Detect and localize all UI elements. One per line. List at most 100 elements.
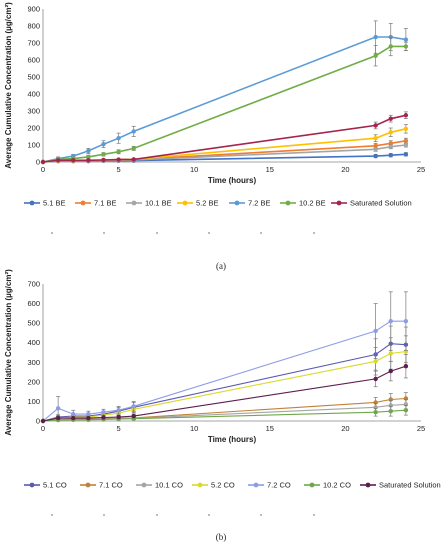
x-tick-label: 20	[341, 424, 349, 433]
data-point	[403, 138, 409, 143]
x-tick-label: 0	[41, 424, 45, 433]
data-point	[373, 53, 378, 58]
y-tick-label: 100	[27, 397, 40, 406]
separator-dot	[156, 232, 158, 234]
data-point	[131, 404, 136, 409]
data-point	[388, 116, 393, 121]
series-7-2-be	[40, 20, 409, 165]
data-point	[403, 142, 409, 148]
y-tick-label: 200	[27, 377, 40, 386]
data-point	[373, 409, 378, 415]
series-saturated-solution	[40, 354, 409, 424]
series-10-2-be	[40, 36, 409, 165]
legend-label: 7.1 CO	[99, 481, 123, 490]
legend-label: 7.1 BE	[94, 199, 117, 208]
separator-dot	[260, 514, 262, 516]
data-point	[403, 318, 409, 324]
data-point	[101, 409, 106, 415]
y-tick-label: 200	[27, 124, 40, 133]
series-line	[42, 45, 406, 163]
data-point	[388, 130, 393, 135]
data-point	[403, 364, 409, 369]
chart-panel-b: 0 100 200 300 400 500 600 700 0 5 10 15 20 25 Time (ho…	[4, 269, 441, 542]
legend-label: Saturated Solution	[350, 199, 412, 208]
separator-dot	[156, 514, 158, 516]
separator-dot	[51, 514, 53, 516]
legend-label: 5.2 CO	[211, 481, 235, 490]
data-point	[116, 136, 121, 141]
series-line	[42, 36, 407, 163]
data-point	[101, 157, 106, 163]
data-point	[373, 328, 378, 334]
data-point	[373, 147, 378, 152]
data-point	[131, 146, 136, 151]
y-axis-label: Average Cumulative Concentration (µg/cm²…	[4, 2, 13, 169]
data-point	[373, 123, 378, 128]
data-point	[403, 44, 409, 49]
x-axis-label: Time (hours)	[208, 176, 257, 185]
data-point	[131, 129, 136, 134]
data-point	[86, 148, 91, 154]
legend-swatch-marker	[253, 482, 259, 488]
data-point	[131, 413, 136, 419]
series-line	[42, 409, 406, 422]
data-point	[388, 144, 393, 149]
data-point	[86, 158, 91, 163]
legend-label: 10.2 BE	[299, 199, 326, 208]
legend-label: 10.1 BE	[145, 199, 172, 208]
data-point	[403, 113, 409, 118]
data-point	[388, 409, 393, 414]
y-tick-label: 700	[27, 39, 40, 48]
series-line	[42, 350, 406, 422]
data-point	[388, 351, 393, 356]
panel-caption: (b)	[216, 532, 227, 542]
y-tick-label: 700	[27, 280, 40, 289]
data-point	[55, 406, 61, 411]
separator-dot	[208, 232, 210, 234]
data-point	[71, 415, 76, 421]
data-point	[71, 411, 76, 417]
x-tick-label: 15	[266, 165, 274, 174]
x-tick-label: 25	[417, 424, 425, 433]
series-5-2-co	[40, 335, 409, 424]
data-point	[40, 159, 46, 165]
series-line	[42, 343, 406, 422]
separator-dot	[51, 232, 53, 234]
legend-swatch-marker	[197, 482, 203, 488]
data-point	[101, 152, 106, 157]
data-point	[373, 34, 378, 40]
series-line	[42, 320, 406, 422]
y-tick-label: 900	[27, 5, 40, 14]
separator-dot	[208, 514, 210, 516]
data-point	[131, 157, 136, 162]
y-tick-label: 0	[36, 158, 40, 167]
series-line	[42, 365, 407, 422]
x-tick-label: 5	[117, 165, 121, 174]
legend-swatch-marker	[336, 200, 342, 206]
data-point	[116, 414, 121, 420]
data-point	[86, 415, 91, 421]
y-tick-label: 0	[36, 417, 40, 426]
legend-swatch-marker	[309, 482, 315, 488]
legend-label: Saturated Solution	[379, 481, 441, 490]
legend-swatch-marker	[182, 200, 188, 206]
y-tick-label: 500	[27, 73, 40, 82]
x-axis-label: Time (hours)	[208, 435, 257, 444]
legend-swatch-marker	[80, 200, 86, 206]
x-tick-label: 15	[266, 424, 274, 433]
legend-swatch-marker	[365, 482, 371, 488]
data-point	[101, 141, 106, 147]
legend-swatch-marker	[29, 482, 35, 488]
panel-caption: (a)	[216, 261, 226, 271]
series-saturated-solution	[40, 111, 409, 165]
x-tick-label: 25	[417, 165, 425, 174]
data-point	[86, 411, 91, 417]
legend-label: 7.2 BE	[248, 199, 271, 208]
data-point	[403, 152, 409, 157]
legend-swatch-marker	[285, 200, 291, 206]
legend-swatch-marker	[234, 200, 240, 206]
legend-swatch-marker	[85, 482, 91, 488]
chart-panel-a: 0 100 200 300 400 500 600 700 800 900 0 5 10 15 20 25 Ti…	[4, 2, 425, 271]
data-point	[101, 415, 106, 420]
